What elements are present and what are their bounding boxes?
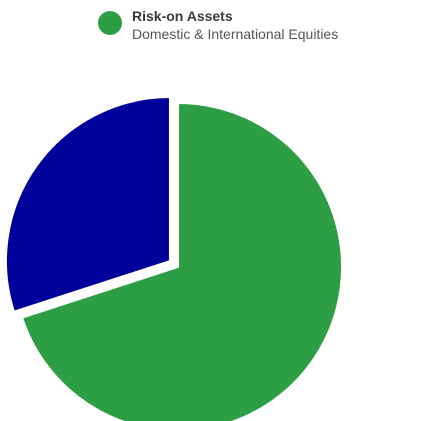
legend-title: Risk-on Assets: [132, 8, 233, 24]
legend-text: Risk-on Assets Domestic & International …: [132, 8, 338, 43]
legend-swatch-risk-on: [98, 11, 122, 35]
pie-slice-other: [4, 96, 171, 314]
pie-slice-risk-on: [20, 101, 344, 421]
chart-legend: Risk-on Assets Domestic & International …: [98, 8, 338, 43]
pie-slices: [4, 96, 344, 421]
legend-subtitle: Domestic & International Equities: [132, 25, 339, 42]
